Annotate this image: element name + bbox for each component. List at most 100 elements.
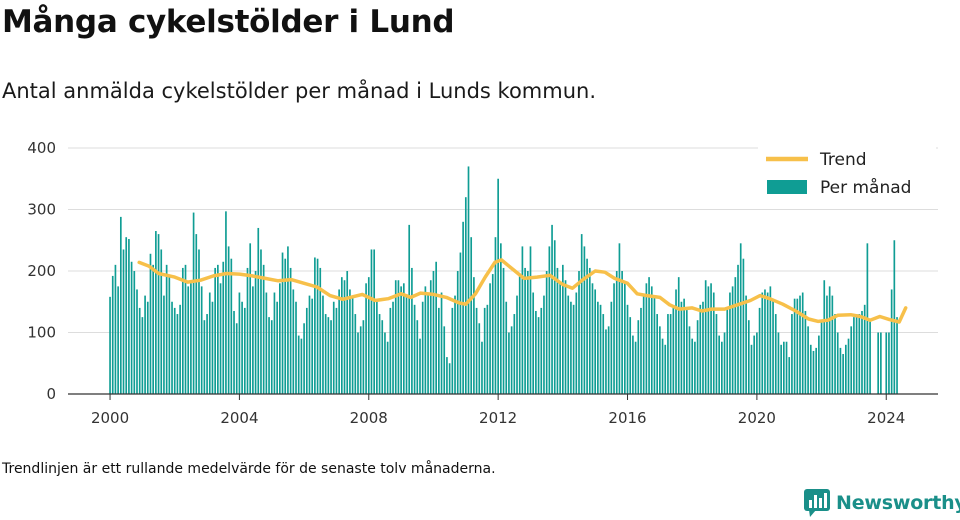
brand-name: Newsworthy	[836, 492, 960, 514]
bar	[729, 292, 731, 394]
bar	[704, 280, 707, 394]
bar	[861, 310, 863, 394]
bar	[591, 283, 594, 394]
bar	[214, 267, 216, 394]
bar	[715, 314, 718, 394]
bar	[494, 237, 497, 394]
bar	[316, 258, 319, 394]
bar	[254, 271, 257, 394]
bar	[265, 292, 268, 394]
bar	[737, 264, 739, 394]
bar	[171, 301, 173, 394]
bar	[880, 332, 882, 394]
bar	[783, 341, 785, 394]
bar	[548, 246, 551, 394]
bar	[610, 301, 613, 394]
bar	[475, 307, 478, 394]
bar	[664, 344, 667, 394]
bar	[632, 335, 634, 394]
bar	[276, 301, 278, 394]
bar	[257, 227, 260, 394]
bar	[607, 326, 610, 394]
bar	[718, 335, 720, 394]
bar	[769, 286, 772, 395]
bar	[370, 249, 373, 394]
bar	[734, 277, 737, 394]
bar	[521, 246, 524, 394]
bar	[459, 252, 462, 394]
axes: 0 100 200 300 400 2000 2004 2008 2012 2016 2020 202…	[27, 139, 938, 427]
bar	[747, 320, 750, 394]
bar	[119, 216, 122, 394]
legend-bar-swatch	[767, 180, 807, 194]
bar	[405, 295, 408, 394]
bar	[508, 332, 510, 394]
bar	[556, 267, 559, 394]
bar	[225, 211, 227, 394]
bar	[855, 314, 858, 394]
bar	[570, 301, 572, 394]
bar	[553, 240, 556, 394]
bar	[330, 320, 332, 394]
bar	[160, 249, 163, 394]
brand-logo[interactable]: Newsworthy	[804, 489, 960, 517]
y-tick-label: 0	[46, 385, 56, 403]
bar	[163, 295, 165, 394]
bar	[526, 271, 529, 394]
bar	[289, 267, 292, 394]
bar	[588, 267, 591, 394]
bar	[354, 314, 357, 394]
bar	[408, 224, 411, 395]
bar	[532, 292, 535, 394]
x-tick-label: 2012	[479, 409, 517, 427]
bar	[327, 317, 330, 395]
bar	[451, 307, 454, 394]
bar	[252, 286, 254, 395]
bar	[869, 320, 871, 394]
bar	[890, 289, 893, 394]
bar	[378, 314, 381, 394]
bar	[117, 286, 119, 395]
bar	[305, 307, 308, 394]
bar	[650, 286, 653, 395]
bar	[615, 271, 618, 394]
bar	[828, 286, 831, 395]
bar	[359, 326, 362, 394]
bar	[456, 271, 459, 394]
bar	[343, 280, 346, 394]
legend-bar-label: Per månad	[820, 177, 911, 198]
x-tick-label: 2008	[350, 409, 388, 427]
bar	[440, 292, 443, 394]
bar	[149, 253, 152, 394]
bar	[893, 240, 896, 394]
bar	[362, 320, 365, 394]
bar	[637, 320, 640, 394]
bar	[559, 283, 561, 394]
bar	[125, 237, 128, 394]
bar	[335, 307, 338, 394]
bar	[133, 271, 136, 394]
bar	[793, 298, 796, 394]
bar	[850, 326, 853, 394]
bar	[284, 258, 287, 394]
bar	[351, 295, 354, 394]
bar	[888, 332, 890, 394]
bar	[661, 338, 664, 394]
bar	[688, 326, 691, 394]
bar	[618, 243, 621, 394]
bar	[222, 261, 225, 394]
bar	[672, 307, 675, 394]
bar	[826, 295, 828, 394]
bar	[505, 301, 508, 394]
bar	[481, 341, 483, 394]
chart-subtitle: Antal anmälda cykelstölder per månad i L…	[2, 79, 596, 103]
bar	[381, 320, 384, 394]
bar	[130, 261, 133, 394]
bar	[801, 292, 804, 394]
bar	[788, 357, 791, 394]
footnote: Trendlinjen är ett rullande medelvärde f…	[2, 461, 496, 477]
x-tick-label: 2000	[91, 409, 129, 427]
bar	[626, 304, 629, 394]
bar	[136, 289, 138, 394]
bar	[545, 271, 548, 394]
